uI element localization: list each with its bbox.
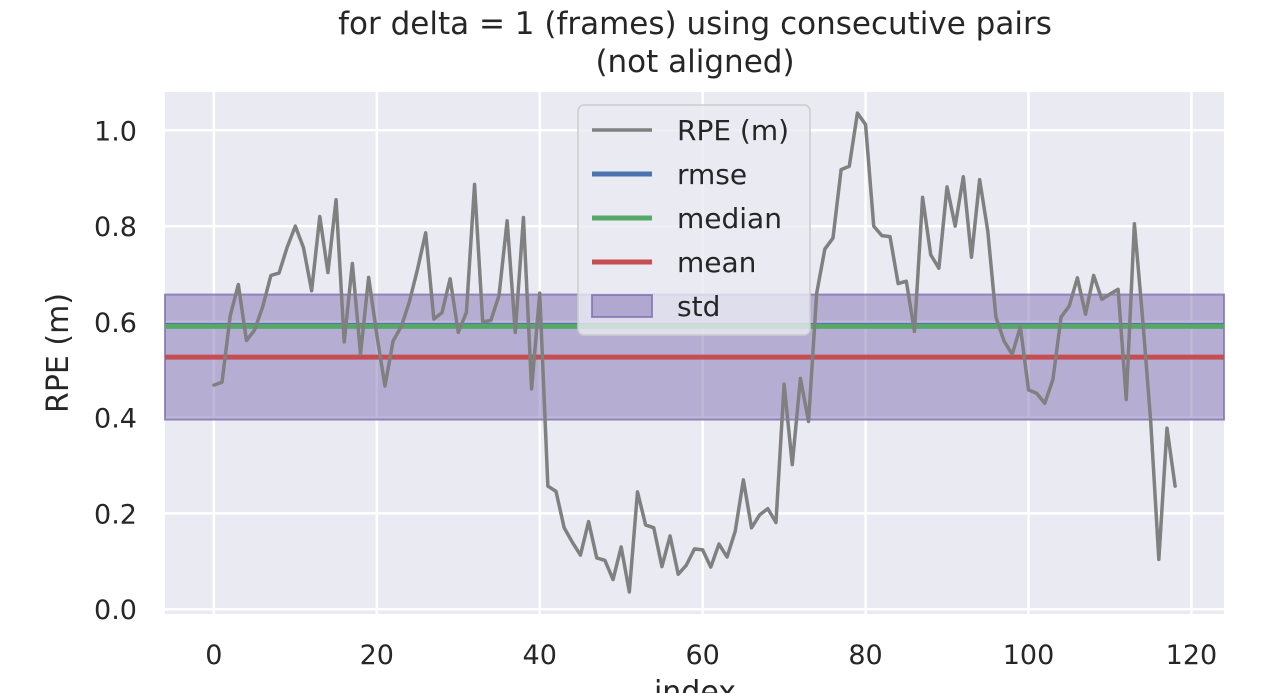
rpe-series-layer (212, 111, 1177, 594)
y-tick-label: 0.0 (94, 595, 137, 626)
x-tick-label: 60 (685, 640, 719, 671)
y-tick-label: 1.0 (94, 116, 137, 147)
x-tick-labels: 0 20 40 60 80 100 120 (205, 640, 1217, 671)
x-tick-label: 80 (848, 640, 882, 671)
x-tick-label: 0 (205, 640, 222, 671)
legend-label: rmse (677, 158, 747, 191)
y-tick-label: 0.8 (94, 212, 137, 243)
legend-label: mean (677, 246, 756, 279)
y-tick-label: 0.4 (94, 404, 137, 435)
legend-label: median (677, 202, 782, 235)
y-tick-label: 0.6 (94, 308, 137, 339)
x-tick-label: 100 (1003, 640, 1055, 671)
x-axis-label: index (654, 675, 736, 693)
chart-title-line-2: (not aligned) (595, 44, 794, 80)
x-tick-label: 40 (523, 640, 557, 671)
rpe-line (212, 111, 1177, 594)
y-tick-label: 0.2 (94, 499, 137, 530)
x-tick-label: 120 (1166, 640, 1218, 671)
legend-label: RPE (m) (677, 114, 789, 147)
legend-label: std (677, 290, 720, 323)
legend-box (577, 104, 811, 336)
x-tick-label: 20 (360, 640, 394, 671)
y-tick-labels: 0.0 0.2 0.4 0.6 0.8 1.0 (94, 116, 137, 626)
legend-swatch-std (591, 294, 653, 318)
y-axis-label: RPE (m) (41, 293, 76, 413)
chart-title-line-1: for delta = 1 (frames) using consecutive… (338, 6, 1052, 42)
legend: RPE (m) rmse median mean std (577, 104, 811, 336)
